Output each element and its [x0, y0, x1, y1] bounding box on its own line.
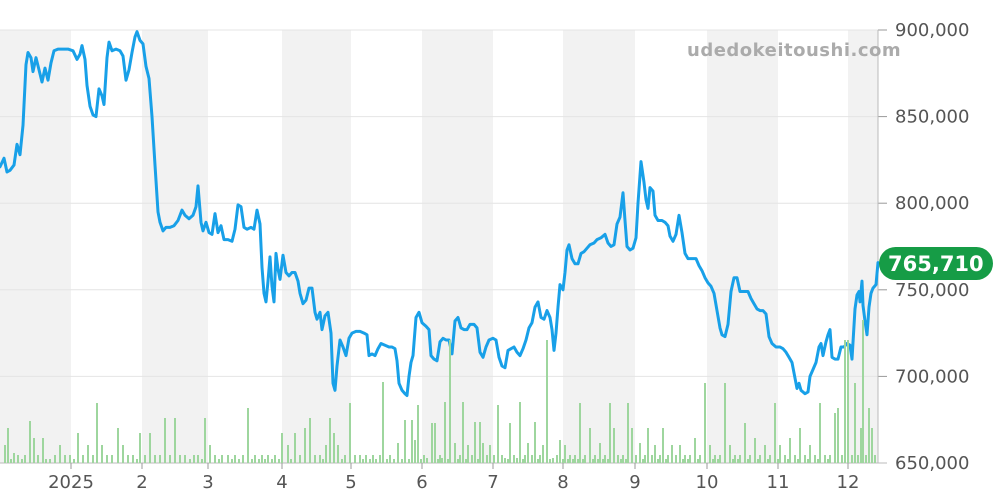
svg-text:650,000: 650,000	[895, 453, 969, 474]
current-price-badge: 765,710	[879, 247, 993, 280]
svg-text:7: 7	[487, 472, 498, 493]
svg-text:6: 6	[416, 472, 427, 493]
svg-text:2025: 2025	[48, 472, 94, 493]
svg-text:4: 4	[276, 472, 287, 493]
x-axis-labels: 2025 2 3 4 5 6 7 8 9 10 11 12	[48, 472, 859, 493]
svg-text:700,000: 700,000	[895, 366, 969, 387]
svg-text:9: 9	[629, 472, 640, 493]
svg-text:12: 12	[837, 472, 860, 493]
y-axis-labels: 900,000 850,000 800,000 750,000 700,000 650,0…	[895, 20, 969, 474]
svg-text:2: 2	[136, 472, 147, 493]
svg-text:11: 11	[767, 472, 790, 493]
watermark-text: udedokeitoushi.com	[687, 40, 902, 61]
svg-text:750,000: 750,000	[895, 280, 969, 301]
svg-text:850,000: 850,000	[895, 107, 969, 128]
svg-text:10: 10	[696, 472, 719, 493]
svg-text:800,000: 800,000	[895, 193, 969, 214]
svg-text:8: 8	[557, 472, 568, 493]
volume-bars	[4, 320, 876, 463]
month-stripes	[0, 30, 878, 463]
svg-text:900,000: 900,000	[895, 20, 969, 41]
svg-text:3: 3	[202, 472, 213, 493]
svg-text:5: 5	[345, 472, 356, 493]
